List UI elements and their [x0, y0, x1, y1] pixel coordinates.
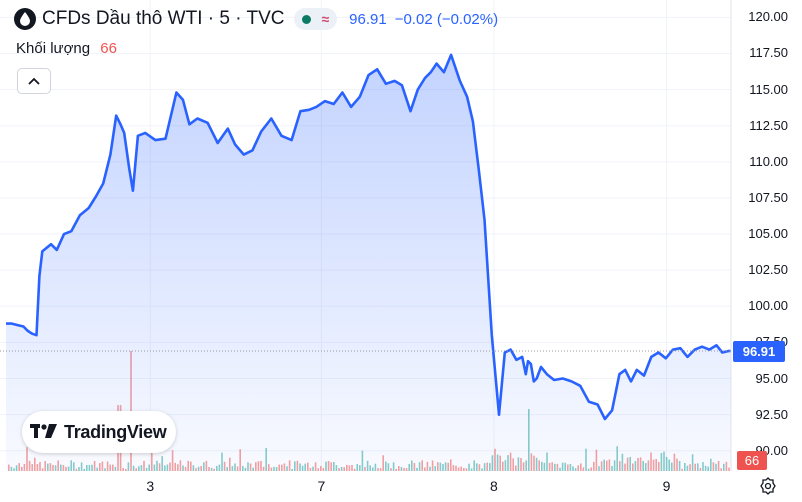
x-tick-label: 8 — [490, 478, 498, 494]
collapse-legend-button[interactable] — [17, 68, 51, 94]
price-line — [6, 53, 732, 421]
y-tick-label: 100.00 — [748, 298, 788, 314]
x-tick-label: 9 — [662, 478, 671, 494]
y-tick-label: 112.50 — [749, 117, 788, 133]
y-tick-label: 115.00 — [749, 81, 788, 97]
settings-gear-icon[interactable] — [759, 477, 777, 495]
volume-value: 66 — [100, 40, 117, 57]
market-open-dot-icon — [302, 14, 312, 24]
y-tick-label: 117.50 — [749, 45, 788, 61]
last-price-badge: 96.91 — [733, 340, 785, 362]
x-tick-label: 7 — [317, 478, 326, 494]
market-status-pill[interactable]: ≈ — [294, 8, 338, 30]
last-price: 96.91 — [349, 10, 387, 28]
price-area — [6, 54, 731, 472]
logo-text: TradingView — [64, 421, 167, 442]
volume-legend[interactable]: Khối lượng 66 — [16, 40, 117, 57]
tradingview-mark-icon — [30, 424, 57, 438]
y-tick-label: 105.00 — [748, 226, 788, 242]
y-tick-label: 120.00 — [748, 9, 788, 25]
chevron-up-icon — [28, 77, 40, 85]
tradingview-logo[interactable]: TradingView — [22, 411, 176, 453]
delayed-data-icon: ≈ — [321, 11, 330, 27]
price-change: −0.02 (−0.02%) — [394, 10, 499, 28]
volume-label: Khối lượng — [16, 40, 91, 57]
x-tick-label: 3 — [146, 478, 155, 494]
oil-drop-icon — [14, 8, 36, 30]
volume-badge: 66 — [737, 451, 767, 470]
symbol-title[interactable]: CFDs Dầu thô WTI · 5 · TVC — [42, 8, 285, 29]
y-tick-label: 92.50 — [755, 406, 788, 422]
symbol-row: CFDs Dầu thô WTI · 5 · TVC ≈ 96.91 −0.02… — [14, 8, 498, 30]
chart-legend: CFDs Dầu thô WTI · 5 · TVC ≈ 96.91 −0.02… — [0, 0, 735, 80]
y-tick-label: 102.50 — [748, 262, 788, 278]
y-tick-label: 107.50 — [748, 189, 788, 205]
y-tick-label: 110.00 — [749, 153, 788, 169]
y-tick-label: 95.00 — [755, 370, 788, 386]
